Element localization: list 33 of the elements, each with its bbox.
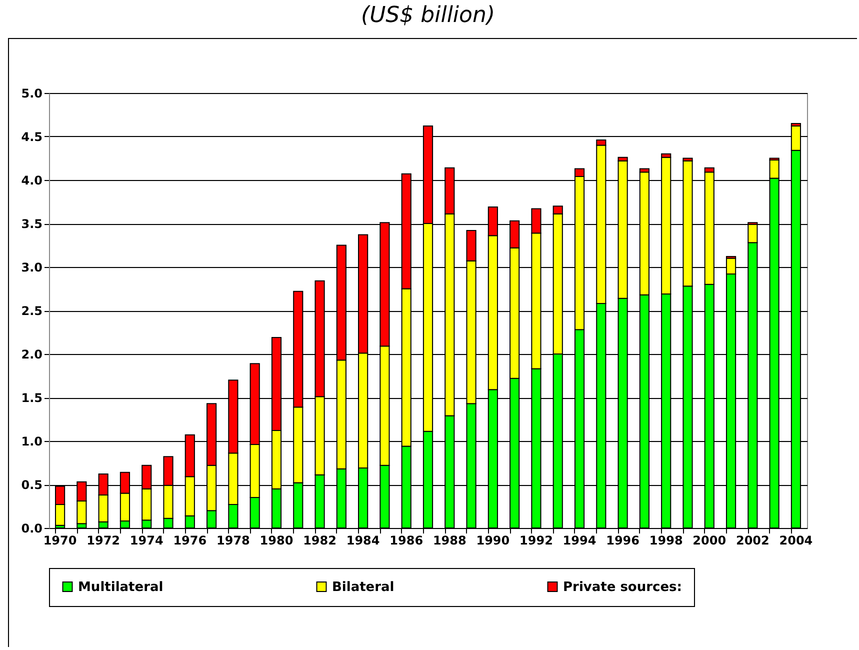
x-tick-label: 1974 — [130, 534, 164, 548]
x-tick-label: 1996 — [606, 534, 640, 548]
x-tick-label: 1980 — [260, 534, 294, 548]
y-tick-label: 4.0 — [21, 174, 42, 188]
y-tick-label: 3.0 — [21, 260, 42, 274]
x-tick-label: 2004 — [779, 534, 813, 548]
x-tick-label: 1970 — [43, 534, 77, 548]
legend-label: Multilateral — [78, 580, 164, 595]
y-tick-label: 2.5 — [21, 304, 42, 318]
y-tick-label: 3.5 — [21, 217, 42, 231]
x-tick-label: 1982 — [303, 534, 336, 548]
y-tick-label: 0.5 — [21, 478, 42, 492]
x-tick-label: 1992 — [520, 534, 553, 548]
x-tick-label: 2000 — [692, 534, 726, 548]
y-tick-label: 0.0 — [21, 522, 42, 536]
x-tick-label: 1978 — [216, 534, 250, 548]
y-tick-label: 1.5 — [21, 391, 42, 405]
x-tick-label: 1994 — [562, 534, 596, 548]
chart-title: (US$ billion) — [360, 3, 496, 28]
y-tick-label: 5.0 — [21, 86, 42, 100]
x-tick-label: 1972 — [86, 534, 120, 548]
x-tick-label: 1986 — [390, 534, 424, 548]
y-tick-label: 1.0 — [21, 434, 42, 448]
y-tick-label: 4.5 — [21, 130, 42, 144]
x-tick-label: 1988 — [432, 534, 466, 548]
x-tick-label: 1976 — [173, 534, 207, 548]
x-tick-label: 2002 — [736, 534, 770, 548]
x-tick-label: 1984 — [346, 534, 380, 548]
x-tick-label: 1990 — [476, 534, 510, 548]
y-tick-label: 2.0 — [21, 348, 42, 362]
legend-label: Bilateral — [332, 580, 394, 595]
legend-label: Private sources: — [563, 580, 682, 595]
x-tick-label: 1998 — [649, 534, 683, 548]
